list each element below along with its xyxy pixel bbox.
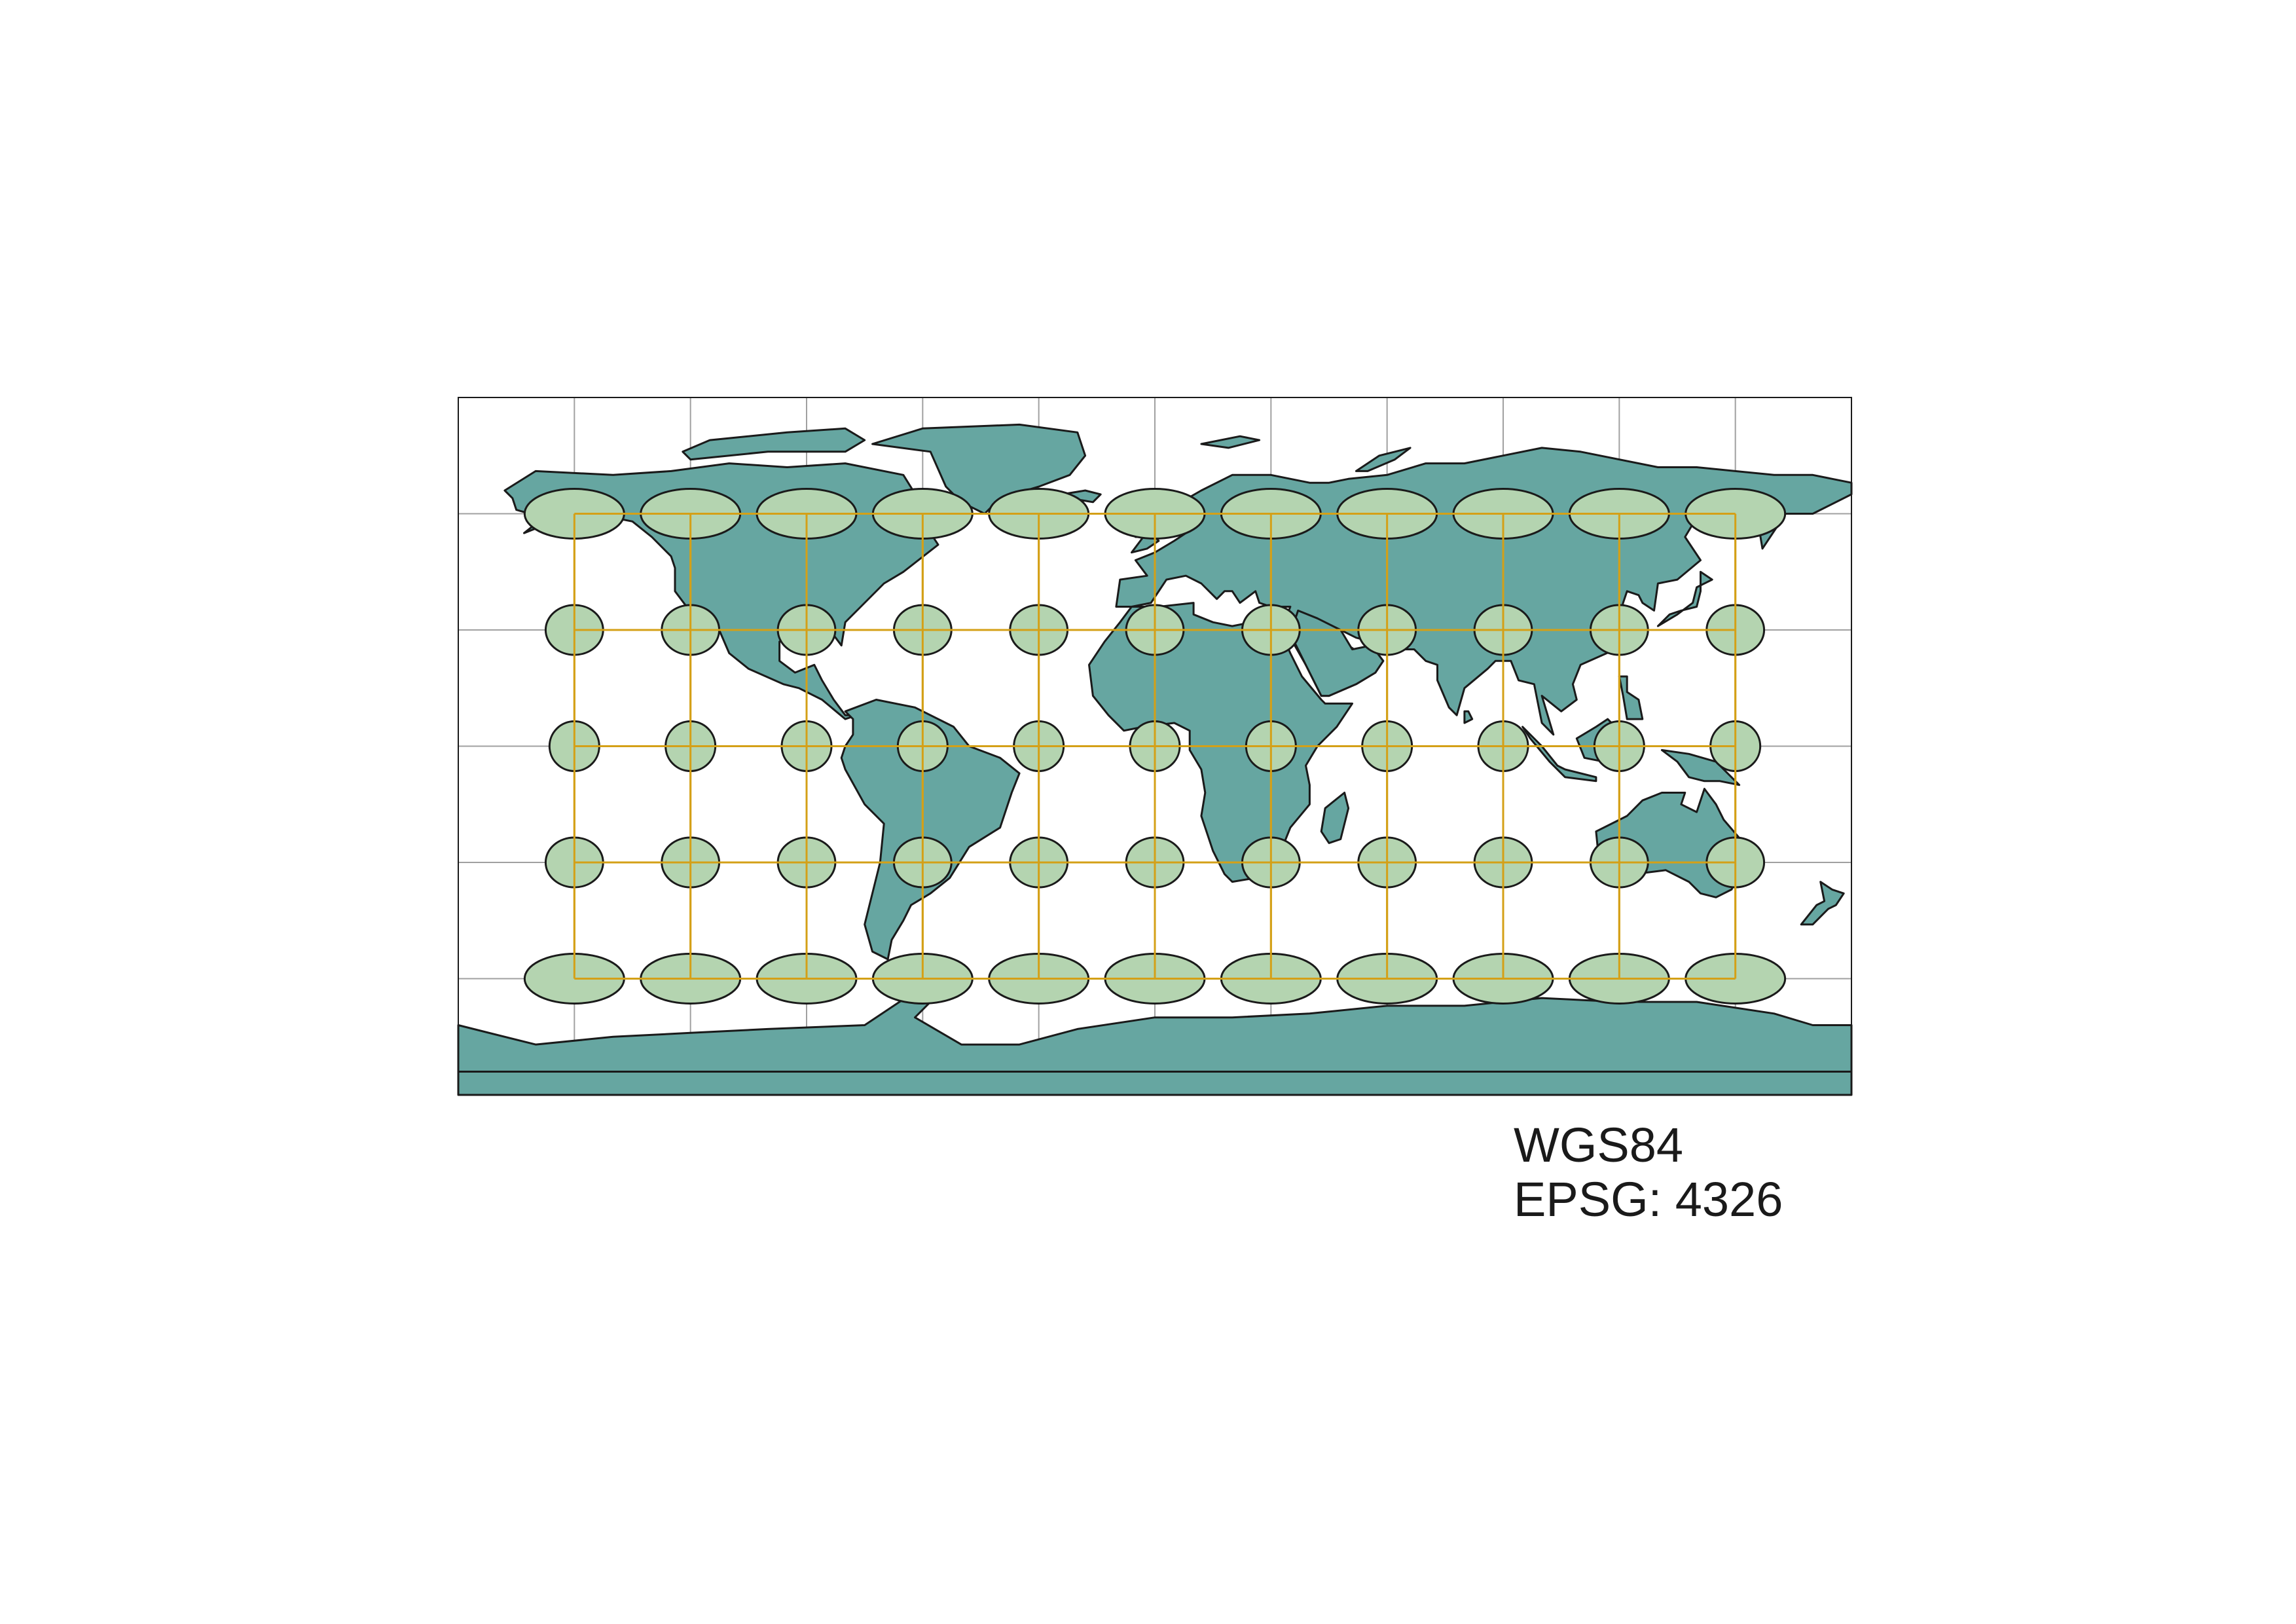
land-svalbard xyxy=(1200,435,1261,449)
land-greenland xyxy=(871,423,1087,515)
land-sri-lanka xyxy=(1463,710,1474,724)
land-arabia-fill xyxy=(1289,609,1385,697)
land-antarctica-base xyxy=(457,1071,1853,1096)
land-south-america xyxy=(840,699,1021,961)
land-arctic-islands xyxy=(682,427,866,461)
land-new-guinea xyxy=(1660,748,1741,786)
land-new-zealand xyxy=(1800,881,1845,926)
tissot-grid-lines-overlay xyxy=(573,513,1737,980)
land-philippines xyxy=(1618,675,1644,720)
land-antarctica xyxy=(457,989,1853,1073)
land-sumatra-java xyxy=(1522,726,1597,783)
crs-code-label: EPSG: 4326 xyxy=(1514,1172,1783,1227)
land-novaya-zemlya xyxy=(1355,447,1412,472)
map-frame-border xyxy=(458,397,1852,1096)
land-japan xyxy=(1656,570,1713,627)
land-madagascar xyxy=(1320,792,1350,844)
crs-name-label: WGS84 xyxy=(1514,1118,1684,1172)
